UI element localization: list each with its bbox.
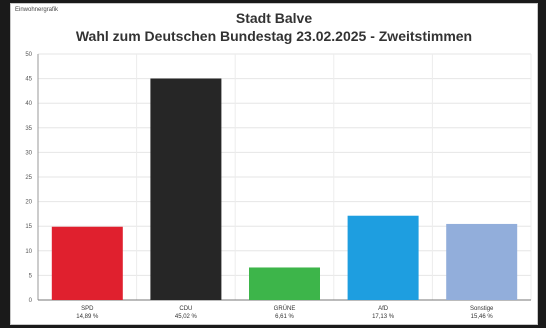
- x-category-label: AfD: [378, 306, 389, 312]
- bar-value-label: 15,46 %: [471, 314, 494, 320]
- y-tick-label: 25: [25, 175, 32, 181]
- y-tick-label: 20: [25, 200, 32, 206]
- chart-subtitle: Wahl zum Deutschen Bundestag 23.02.2025 …: [75, 28, 473, 44]
- y-tick-label: 35: [25, 126, 32, 132]
- corner-label: Einwohnergrafik: [15, 7, 59, 13]
- y-tick-label: 15: [25, 224, 32, 230]
- y-tick-label: 10: [25, 249, 32, 255]
- y-tick-label: 0: [29, 298, 33, 304]
- y-tick-label: 45: [25, 77, 32, 83]
- bar-grüne: [249, 267, 320, 300]
- bar-value-label: 45,02 %: [175, 314, 198, 320]
- bar-value-label: 17,13 %: [372, 314, 395, 320]
- x-category-label: CDU: [179, 306, 192, 312]
- chart-title: Stadt Balve: [235, 10, 313, 26]
- y-tick-label: 30: [25, 150, 32, 156]
- bar-value-label: 14,89 %: [76, 314, 99, 320]
- bar-value-label: 6,61 %: [275, 314, 294, 320]
- chart-frame: Einwohnergrafik Stadt Balve Wahl zum Deu…: [10, 3, 538, 325]
- bar-chart: 0 5 10 15 20 25 30 35 40 45 50 SPD 14,89 % CDU 45,02 %…: [25, 52, 532, 320]
- bar-sonstige: [446, 223, 518, 300]
- x-category-label: GRÜNE: [274, 305, 296, 312]
- x-category-label: Sonstige: [470, 306, 494, 312]
- bar-afd: [347, 215, 419, 300]
- bar-spd: [51, 226, 123, 300]
- y-tick-label: 50: [25, 52, 32, 58]
- y-tick-label: 40: [25, 101, 32, 107]
- y-tick-label: 5: [29, 273, 33, 279]
- bar-cdu: [150, 78, 222, 300]
- x-category-label: SPD: [81, 306, 94, 312]
